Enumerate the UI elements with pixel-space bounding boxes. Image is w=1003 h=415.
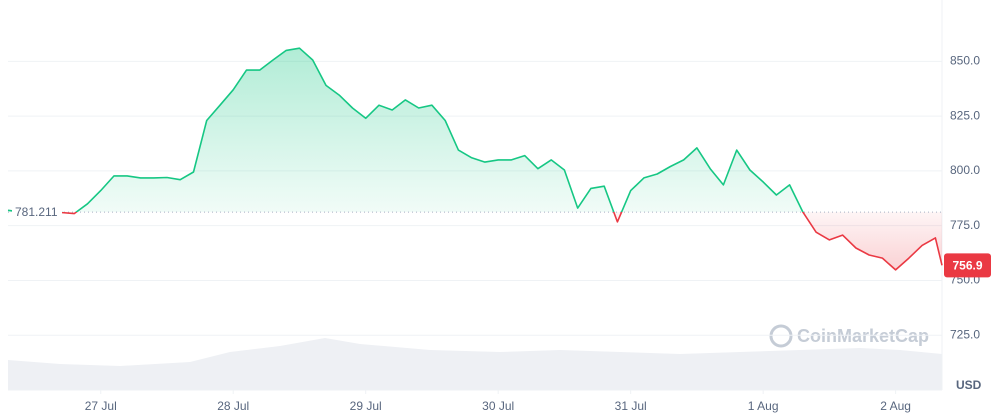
x-tick-label: 31 Jul [615,399,647,413]
x-tick-label: 29 Jul [350,399,382,413]
y-unit: USD [956,378,982,392]
x-tick-label: 1 Aug [748,399,779,413]
watermark: CoinMarketCap [769,324,929,348]
y-tick-label: 725.0 [950,327,980,341]
baseline-label: 781.211 [15,205,58,219]
current-price-box [944,253,991,278]
y-tick-label: 800.0 [950,163,980,177]
x-tick-label: 27 Jul [85,399,117,413]
volume-area [8,338,942,390]
y-tick-label: 850.0 [950,54,980,68]
y-tick-label: 775.0 [950,218,980,232]
watermark-text: CoinMarketCap [797,326,929,346]
current-price-label: 756.9 [952,259,982,273]
price-line [7,47,943,271]
x-tick-label: 2 Aug [880,399,911,413]
x-tick-label: 30 Jul [482,399,514,413]
y-tick-label: 825.0 [950,108,980,122]
x-tick-label: 28 Jul [217,399,249,413]
baseline-label-bg [12,203,62,222]
